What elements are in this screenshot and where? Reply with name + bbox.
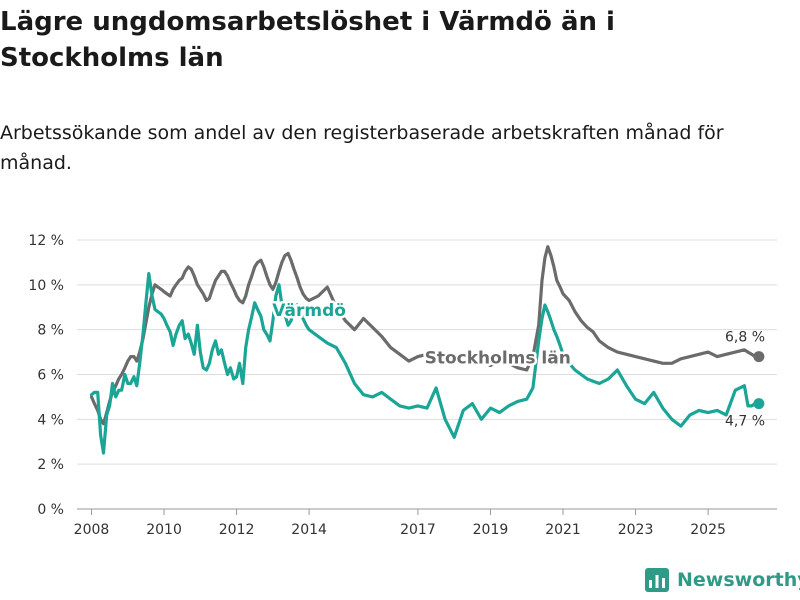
x-tick-label: 2017 bbox=[400, 522, 436, 538]
x-tick-label: 2021 bbox=[545, 522, 581, 538]
end-point-stockholms-lan bbox=[753, 351, 765, 363]
series-line-varmdo bbox=[89, 272, 761, 455]
end-value-label-varmdo: 4,7 % bbox=[725, 414, 765, 430]
x-tick-label: 2012 bbox=[219, 522, 255, 538]
series-name-label-varmdo: Värmdö bbox=[272, 301, 346, 321]
x-tick-label: 2008 bbox=[74, 522, 110, 538]
grid-layer bbox=[77, 239, 777, 510]
bar-chart-logo-icon bbox=[645, 568, 669, 592]
series-layer bbox=[89, 245, 765, 455]
y-tick-label: 2 % bbox=[37, 457, 64, 473]
newsworthy-logo: Newsworthy bbox=[645, 568, 800, 592]
brand-name: Newsworthy bbox=[677, 569, 800, 591]
y-tick-label: 6 % bbox=[37, 368, 64, 384]
y-tick-label: 12 % bbox=[28, 233, 64, 249]
x-tick-label: 2025 bbox=[690, 522, 726, 538]
chart-subtitle: Arbetssökande som andel av den registerb… bbox=[0, 122, 724, 174]
chart-title: Lägre ungdomsarbetslöshet i Värmdö än i … bbox=[0, 7, 615, 73]
x-tick-label: 2010 bbox=[146, 522, 182, 538]
end-point-varmdo bbox=[753, 398, 765, 410]
axis-layer: 0 % 2 % 4 % 6 % 8 % 10 % 12 % 2008 2010 2012 2014 2… bbox=[28, 233, 725, 538]
y-tick-label: 10 % bbox=[28, 278, 64, 294]
x-tick-label: 2023 bbox=[618, 522, 654, 538]
x-tick-label: 2014 bbox=[291, 522, 327, 538]
y-tick-label: 0 % bbox=[37, 502, 64, 518]
label-layer: 6,8 % 4,7 % Värmdö Stockholms län bbox=[270, 299, 765, 430]
end-value-label-stockholms-lan: 6,8 % bbox=[725, 330, 765, 346]
y-tick-label: 8 % bbox=[37, 323, 64, 339]
x-tick-label: 2019 bbox=[473, 522, 509, 538]
series-name-label-stockholms-lan: Stockholms län bbox=[425, 348, 571, 368]
series-line-stockholms-lan bbox=[89, 245, 761, 426]
y-tick-label: 4 % bbox=[37, 412, 64, 428]
